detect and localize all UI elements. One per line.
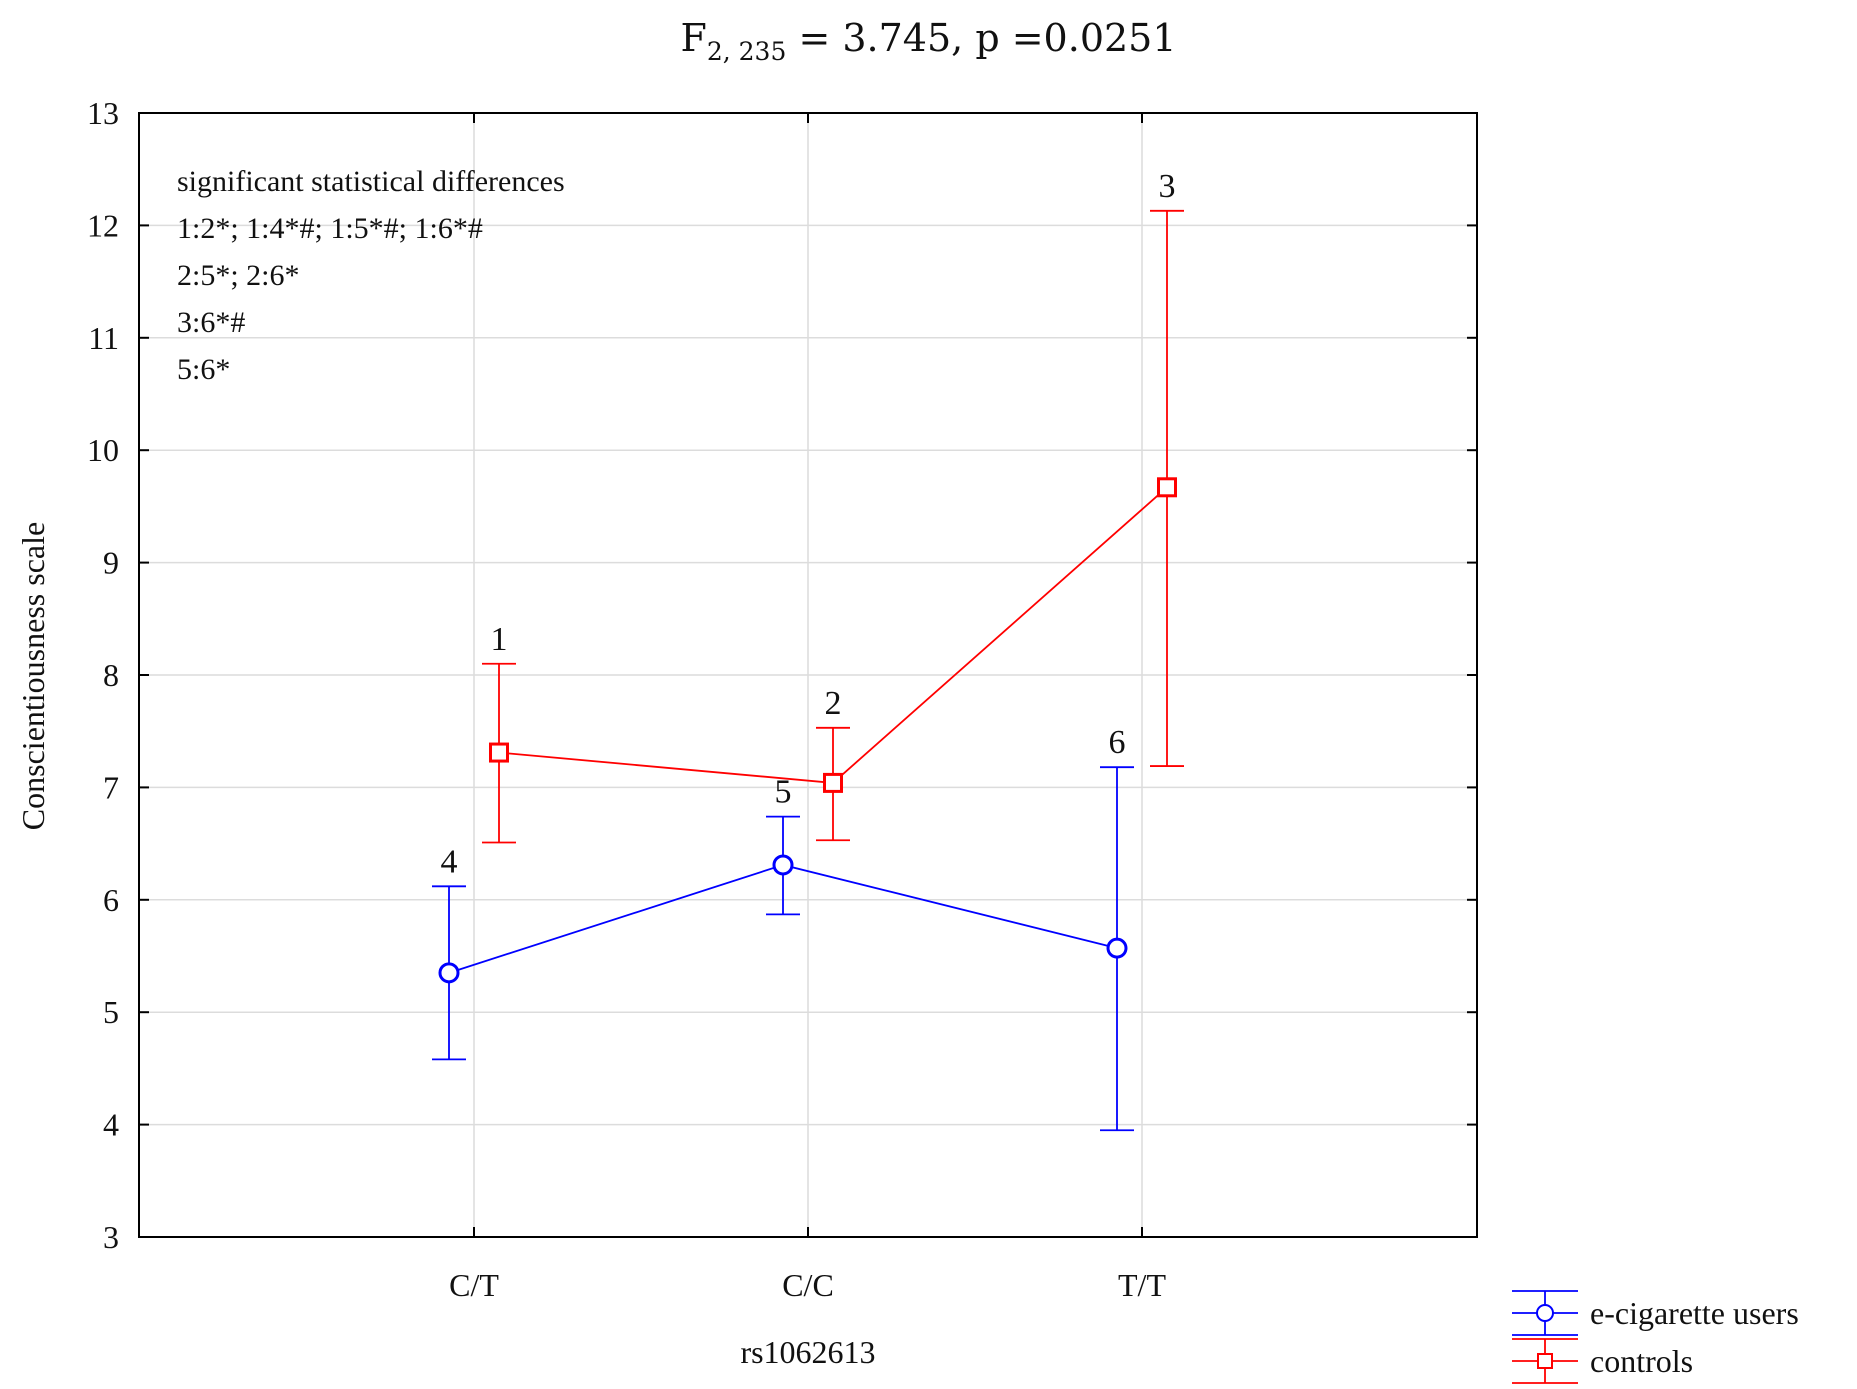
annotation-line: significant statistical differences xyxy=(177,165,565,198)
x-tick-label: T/T xyxy=(1118,1267,1166,1303)
data-point xyxy=(1106,937,1128,959)
annotation-line: 1:2*; 1:4*#; 1:5*#; 1:6*# xyxy=(177,212,483,245)
y-tick-label: 3 xyxy=(103,1219,119,1255)
y-tick-label: 4 xyxy=(103,1107,119,1143)
x-tick-label: C/C xyxy=(782,1267,834,1303)
y-tick-label: 5 xyxy=(103,994,119,1030)
chart-title: F2, 235 = 3.745, p =0.0251 xyxy=(0,16,1857,66)
y-tick-label: 12 xyxy=(87,207,119,243)
y-tick-label: 11 xyxy=(88,320,119,356)
title-prefix: F xyxy=(680,16,707,60)
annotation-block: significant statistical differences 1:2*;… xyxy=(177,165,565,386)
x-tick-label: C/T xyxy=(449,1267,499,1303)
y-tick-label: 7 xyxy=(103,769,119,805)
y-tick-label: 8 xyxy=(103,657,119,693)
point-label: 5 xyxy=(775,774,792,811)
point-label: 3 xyxy=(1159,168,1176,205)
y-tick-label: 9 xyxy=(103,545,119,581)
legend-label: controls xyxy=(1590,1343,1693,1379)
data-point xyxy=(1157,477,1177,498)
y-axis-label: Conscientiousness scale xyxy=(15,522,51,830)
point-label: 2 xyxy=(825,685,842,722)
x-axis-label: rs1062613 xyxy=(740,1334,875,1370)
data-point xyxy=(772,854,794,876)
data-point xyxy=(823,772,843,793)
legend-label: e-cigarette users xyxy=(1590,1295,1799,1331)
legend: e-cigarette users controls xyxy=(1512,1290,1799,1384)
annotation-line: 5:6* xyxy=(177,353,230,386)
annotation-line: 2:5*; 2:6* xyxy=(177,259,300,292)
title-subscript: 2, 235 xyxy=(706,37,787,66)
gridlines xyxy=(139,113,1477,1237)
point-label: 1 xyxy=(491,621,508,658)
series-layer: 4 5 6 1 2 3 xyxy=(432,168,1184,1132)
data-point xyxy=(489,742,509,763)
point-label: 6 xyxy=(1109,724,1126,761)
y-tick-label: 13 xyxy=(87,95,119,131)
y-tick-label: 10 xyxy=(87,432,119,468)
title-rest: = 3.745, p =0.0251 xyxy=(786,16,1177,60)
y-tick-label: 6 xyxy=(103,882,119,918)
point-label: 4 xyxy=(441,843,458,880)
legend-marker xyxy=(1536,1304,1554,1322)
data-point xyxy=(438,962,460,984)
annotation-line: 3:6*# xyxy=(177,306,245,339)
legend-marker xyxy=(1537,1353,1553,1369)
